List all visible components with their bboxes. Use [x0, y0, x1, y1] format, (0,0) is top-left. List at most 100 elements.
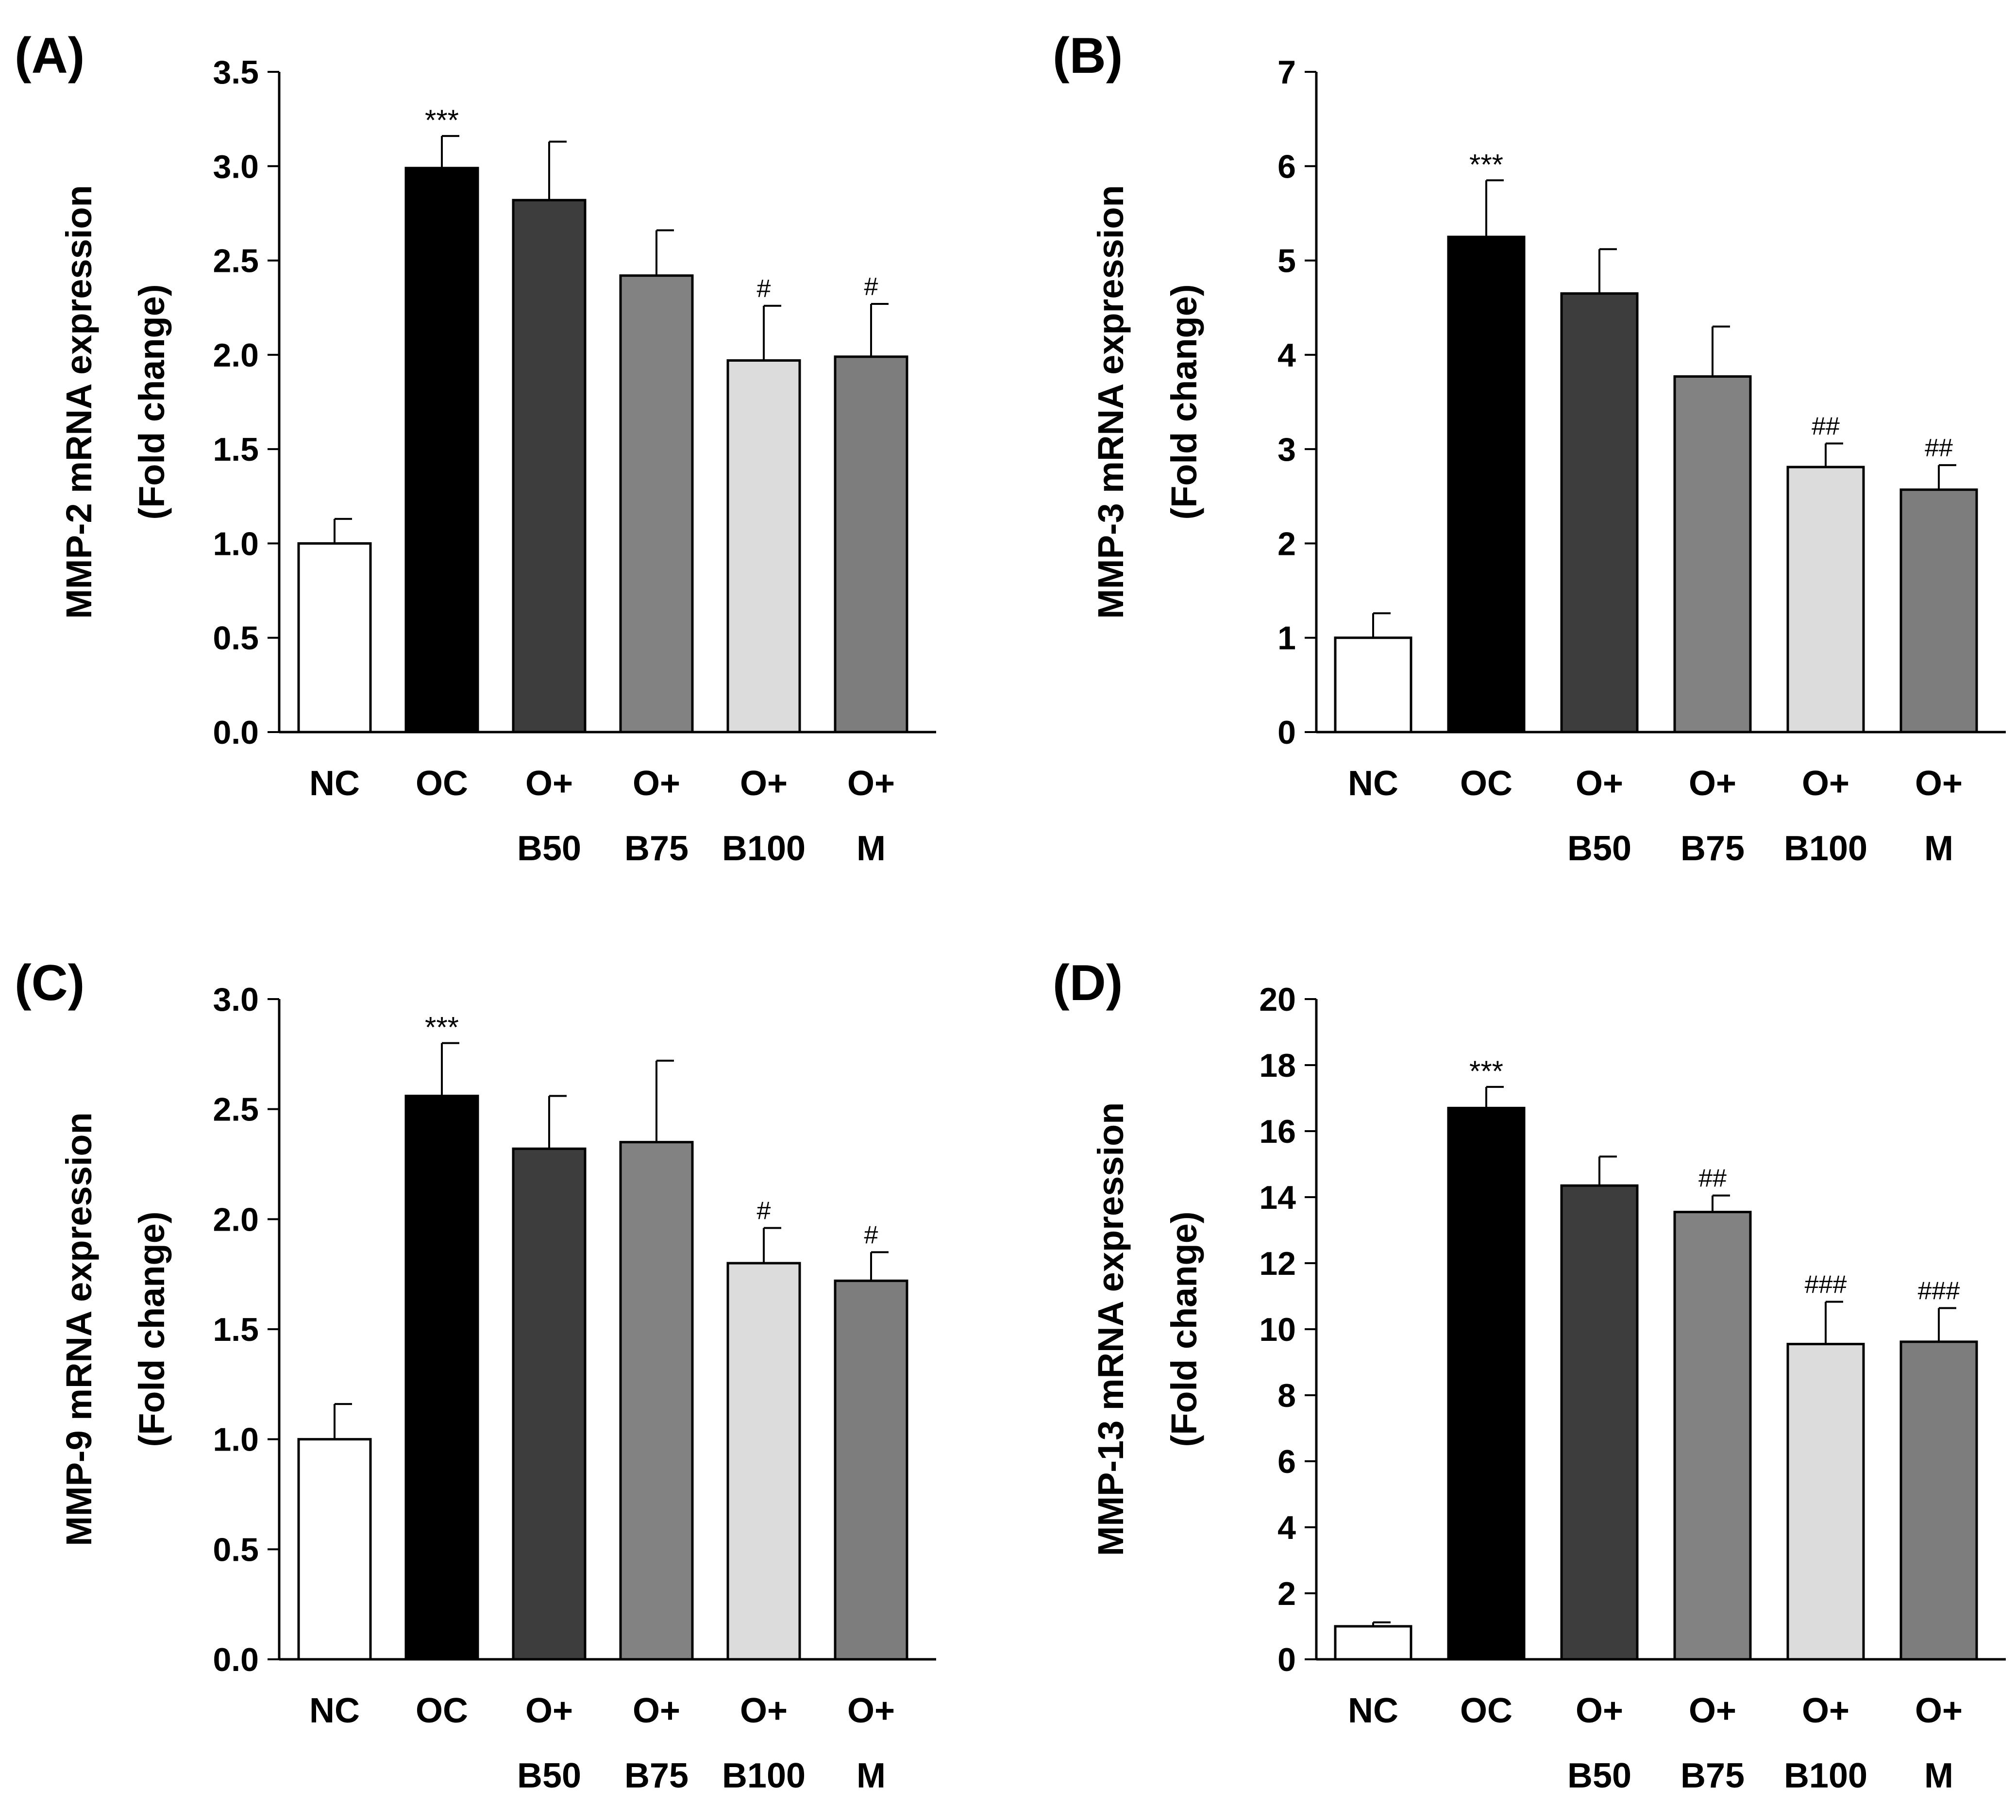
bar	[512, 199, 587, 734]
bar	[1560, 1184, 1639, 1661]
y-tick-label: 0.0	[213, 714, 259, 751]
bar	[297, 1438, 372, 1661]
bar	[1560, 292, 1639, 734]
bar	[619, 1141, 694, 1661]
y-tick-label: 2	[1277, 1575, 1296, 1612]
y-tick-label: 8	[1277, 1377, 1296, 1414]
y-axis-label: MMP-3 mRNA expression	[1091, 185, 1131, 619]
y-tick-label: 1.0	[213, 525, 259, 562]
y-tick-label: 0	[1277, 714, 1296, 751]
category-label-line2: B50	[1567, 1756, 1631, 1795]
category-label: OC	[416, 764, 468, 803]
y-tick-label: 4	[1277, 337, 1296, 374]
category-label: NC	[309, 1691, 360, 1730]
y-tick-label: 18	[1259, 1047, 1296, 1084]
category-label-line2: B100	[1784, 829, 1867, 868]
category-label: OC	[1460, 764, 1512, 803]
bar	[1899, 1340, 1978, 1661]
bar	[1786, 1343, 1865, 1661]
significance-mark: ###	[1805, 1271, 1847, 1299]
category-label: OC	[416, 1691, 468, 1730]
y-tick-label: 2	[1277, 525, 1296, 562]
category-label: O+	[740, 1691, 788, 1730]
bar	[1786, 466, 1865, 734]
chart-panel-c: (C) MMP-9 mRNA expression (Fold change) 0.0…	[15, 955, 936, 1795]
category-label: NC	[1348, 1691, 1398, 1730]
y-axis-label: MMP-13 mRNA expression	[1091, 1102, 1131, 1556]
y-tick-label: 2.0	[213, 337, 259, 374]
category-label-line2: B100	[722, 829, 806, 868]
bar	[1447, 235, 1526, 734]
chart-panel-a: (A) MMP-2 mRNA expression (Fold change) 0.0…	[15, 28, 936, 868]
y-tick-label: 0.5	[213, 620, 259, 657]
bar	[297, 542, 372, 734]
significance-mark: #	[757, 1197, 771, 1225]
chart-panel-b: (B) MMP-3 mRNA expression (Fold change) 0 1 2…	[1053, 28, 2006, 868]
significance-mark: ***	[425, 1011, 459, 1044]
category-label: O+	[1802, 1691, 1849, 1730]
significance-mark: ##	[1812, 412, 1840, 440]
y-tick-label: 1.0	[213, 1421, 259, 1458]
category-label: NC	[309, 764, 360, 803]
category-label-line2: B75	[624, 829, 689, 868]
significance-mark: ###	[1918, 1277, 1960, 1305]
significance-mark: ***	[1469, 1055, 1503, 1087]
significance-mark: ##	[1698, 1165, 1727, 1193]
y-tick-label: 2.5	[213, 1091, 259, 1128]
bar	[1334, 636, 1412, 734]
bar	[834, 1279, 908, 1661]
category-label-line2: B50	[517, 1756, 581, 1795]
bar	[404, 167, 479, 734]
category-label-line2: B75	[1680, 829, 1745, 868]
panel-label: (D)	[1053, 955, 1123, 1011]
y-tick-label: 14	[1259, 1179, 1296, 1216]
category-label: O+	[1689, 1691, 1736, 1730]
category-label-line2: M	[1924, 829, 1953, 868]
y-tick-label: 6	[1277, 1443, 1296, 1480]
category-label: O+	[740, 764, 788, 803]
chart-panel-d: (D) MMP-13 mRNA expression (Fold change) 0 2…	[1053, 955, 2006, 1795]
bar	[726, 359, 801, 734]
category-label: O+	[525, 764, 573, 803]
bar	[1334, 1625, 1412, 1661]
significance-mark: #	[864, 273, 878, 301]
category-label-line2: M	[857, 829, 886, 868]
category-label: O+	[1576, 764, 1623, 803]
category-label-line2: M	[1924, 1756, 1953, 1795]
y-tick-label: 12	[1259, 1245, 1296, 1282]
y-tick-label: 2.5	[213, 243, 259, 280]
y-tick-label: 1.5	[213, 1311, 259, 1348]
bar	[834, 355, 908, 734]
category-label: O+	[847, 764, 895, 803]
y-tick-label: 7	[1277, 54, 1296, 91]
y-tick-label: 3.5	[213, 54, 259, 91]
category-label: O+	[847, 1691, 895, 1730]
bar	[404, 1094, 479, 1661]
category-label: NC	[1348, 764, 1398, 803]
category-label: O+	[1689, 764, 1736, 803]
y-axis-label: MMP-9 mRNA expression	[59, 1112, 99, 1546]
y-axis-label-unit: (Fold change)	[1164, 1211, 1204, 1447]
bar	[1673, 1211, 1752, 1661]
category-label-line2: B75	[624, 1756, 689, 1795]
bar	[1447, 1106, 1526, 1661]
panel-label: (C)	[15, 955, 84, 1011]
category-label-line2: B100	[722, 1756, 806, 1795]
category-label: O+	[633, 764, 680, 803]
y-tick-label: 1	[1277, 620, 1296, 657]
category-label: O+	[1915, 764, 1963, 803]
category-label: OC	[1460, 1691, 1512, 1730]
y-tick-label: 3.0	[213, 981, 259, 1018]
category-label: O+	[525, 1691, 573, 1730]
category-label: O+	[1802, 764, 1849, 803]
y-tick-label: 20	[1259, 981, 1296, 1018]
y-tick-label: 4	[1277, 1509, 1296, 1546]
category-label-line2: M	[857, 1756, 886, 1795]
category-label-line2: B100	[1784, 1756, 1867, 1795]
y-tick-label: 6	[1277, 148, 1296, 185]
significance-mark: ***	[425, 104, 459, 136]
bar	[619, 274, 694, 734]
significance-mark: #	[757, 275, 771, 303]
category-label: O+	[1576, 1691, 1623, 1730]
category-label-line2: B50	[517, 829, 581, 868]
